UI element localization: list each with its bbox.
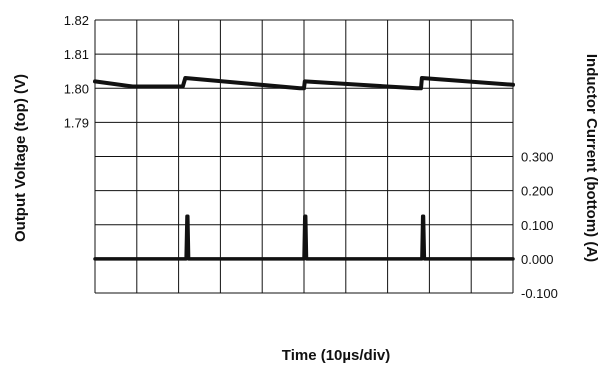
current-tick-label: -0.100 (521, 286, 558, 301)
current-tick-label: 0.100 (521, 218, 554, 233)
y-axis-left-label: Output Voltage (top) (V) (12, 74, 29, 242)
traces (93, 76, 515, 261)
current-tick-labels: 0.300 0.200 0.100 0.000 -0.100 (521, 150, 558, 302)
voltage-tick-label: 1.80 (64, 81, 89, 96)
current-tick-label: 0.000 (521, 252, 554, 267)
voltage-tick-label: 1.81 (64, 47, 89, 62)
current-tick-label: 0.300 (521, 150, 554, 165)
voltage-tick-labels: 1.82 1.81 1.80 1.79 (64, 13, 89, 130)
voltage-tick-label: 1.79 (64, 115, 89, 130)
x-axis-label: Time (10µs/div) (282, 347, 390, 364)
y-axis-right-label: Inductor Current (bottom) (A) (583, 54, 600, 262)
inductor-current-trace (93, 214, 515, 261)
voltage-tick-label: 1.82 (64, 13, 89, 28)
output-voltage-trace (93, 76, 515, 91)
current-tick-label: 0.200 (521, 184, 554, 199)
